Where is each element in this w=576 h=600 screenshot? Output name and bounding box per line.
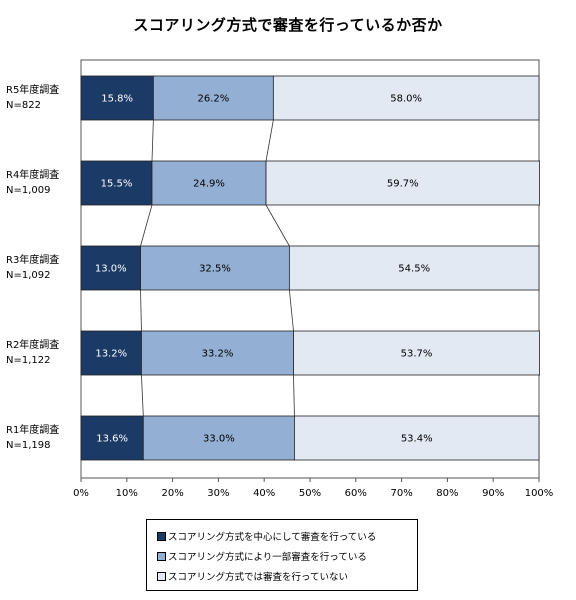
series-line <box>265 204 290 247</box>
bar-segment <box>141 330 294 376</box>
legend-item: スコアリング方式を中心にして審査を行っている <box>157 526 407 546</box>
series-line <box>288 289 294 332</box>
x-tick-label: 70% <box>390 488 413 499</box>
data-label: 54.5% <box>398 264 430 275</box>
category-label: R1年度調査 N=1,198 <box>6 423 76 453</box>
bar-segment <box>272 75 540 121</box>
x-tick-label: 100% <box>524 488 554 499</box>
data-label: 13.6% <box>96 434 128 445</box>
data-label: 15.8% <box>101 94 133 105</box>
x-tick-label: 20% <box>161 488 184 499</box>
category-sample-size: N=1,092 <box>6 270 51 281</box>
series-line <box>151 119 154 162</box>
x-tick-label: 40% <box>253 488 276 499</box>
legend-swatch-s1 <box>157 551 166 561</box>
bar-segment <box>265 160 540 206</box>
x-tick-label: 50% <box>298 488 322 499</box>
data-label: 15.5% <box>101 179 133 190</box>
x-tick-label: 60% <box>344 488 367 499</box>
bar-segment <box>140 245 290 291</box>
data-label: 33.0% <box>203 434 235 445</box>
legend-label: スコアリング方式により一部審査を行っている <box>168 552 367 563</box>
data-label: 33.2% <box>202 349 234 360</box>
legend-item: スコアリング方式により一部審査を行っている <box>157 546 407 566</box>
category-sample-size: N=1,122 <box>6 355 51 366</box>
x-tick-label: 80% <box>436 488 459 499</box>
category-sample-size: N=1,009 <box>6 185 51 196</box>
bar-segment <box>288 245 540 291</box>
data-label: 13.2% <box>95 349 127 360</box>
series-line <box>293 374 295 417</box>
series-line <box>140 289 142 332</box>
series-line <box>265 119 274 162</box>
category-name: R2年度調査 <box>6 340 60 351</box>
legend-label: スコアリング方式を中心にして審査を行っている <box>168 532 377 543</box>
chart-title: スコアリング方式で審査を行っているか否か <box>133 16 443 34</box>
category-label: R5年度調査 N=822 <box>6 83 76 113</box>
data-label: 53.7% <box>401 349 433 360</box>
legend-item: スコアリング方式では審査を行っていない <box>157 566 407 586</box>
bar-segment <box>293 330 540 376</box>
legend-swatch-s2 <box>157 571 166 581</box>
legend: スコアリング方式を中心にして審査を行っている スコアリング方式により一部審査を行… <box>146 519 418 591</box>
data-label: 59.7% <box>387 179 419 190</box>
x-tick-label: 90% <box>482 488 505 499</box>
x-tick-label: 0% <box>73 488 89 499</box>
data-label: 24.9% <box>193 179 225 190</box>
data-label: 26.2% <box>197 94 229 105</box>
category-sample-size: N=822 <box>6 100 41 111</box>
series-line <box>141 374 144 417</box>
category-name: R3年度調査 <box>6 255 60 266</box>
category-label: R3年度調査 N=1,092 <box>6 253 76 283</box>
data-label: 53.4% <box>401 434 433 445</box>
category-label: R2年度調査 N=1,122 <box>6 338 76 368</box>
bar-segment <box>80 330 142 376</box>
category-label: R4年度調査 N=1,009 <box>6 168 76 198</box>
bar-segment <box>151 160 267 206</box>
x-tick-label: 30% <box>207 488 230 499</box>
x-tick-label: 10% <box>115 488 138 499</box>
legend-label: スコアリング方式では審査を行っていない <box>168 572 349 583</box>
data-label: 58.0% <box>390 94 422 105</box>
category-name: R5年度調査 <box>6 85 60 96</box>
series-line <box>140 204 153 247</box>
bar-segment <box>294 415 540 461</box>
bar-segment <box>80 245 141 291</box>
bar-segment <box>80 415 144 461</box>
category-name: R4年度調査 <box>6 170 60 181</box>
data-label: 32.5% <box>199 264 231 275</box>
data-label: 13.0% <box>95 264 127 275</box>
category-sample-size: N=1,198 <box>6 440 51 451</box>
category-name: R1年度調査 <box>6 425 60 436</box>
bar-segment <box>142 415 295 461</box>
legend-swatch-s0 <box>157 531 166 541</box>
